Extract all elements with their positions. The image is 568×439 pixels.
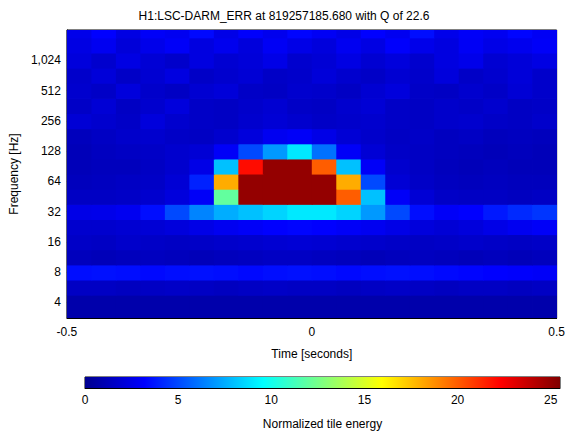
svg-text:15: 15	[358, 393, 372, 407]
svg-text:8: 8	[54, 265, 61, 279]
svg-text:256: 256	[41, 114, 61, 128]
svg-text:32: 32	[48, 205, 62, 219]
svg-text:0.5: 0.5	[548, 325, 565, 339]
svg-text:Frequency [Hz]: Frequency [Hz]	[7, 133, 21, 214]
svg-text:64: 64	[48, 174, 62, 188]
svg-text:20: 20	[451, 393, 465, 407]
svg-text:128: 128	[41, 144, 61, 158]
svg-text:5: 5	[175, 393, 182, 407]
svg-text:-0.5: -0.5	[57, 325, 78, 339]
svg-text:10: 10	[265, 393, 279, 407]
svg-text:0: 0	[308, 325, 315, 339]
svg-text:16: 16	[48, 235, 62, 249]
svg-text:Normalized tile energy: Normalized tile energy	[263, 417, 382, 431]
svg-text:Time [seconds]: Time [seconds]	[271, 347, 352, 361]
svg-text:H1:LSC-DARM_ERR at 819257185.6: H1:LSC-DARM_ERR at 819257185.680 with Q …	[139, 9, 430, 23]
svg-text:1,024: 1,024	[31, 53, 61, 67]
svg-text:512: 512	[41, 84, 61, 98]
svg-text:4: 4	[54, 295, 61, 309]
svg-text:0: 0	[82, 393, 89, 407]
svg-text:25: 25	[544, 393, 558, 407]
